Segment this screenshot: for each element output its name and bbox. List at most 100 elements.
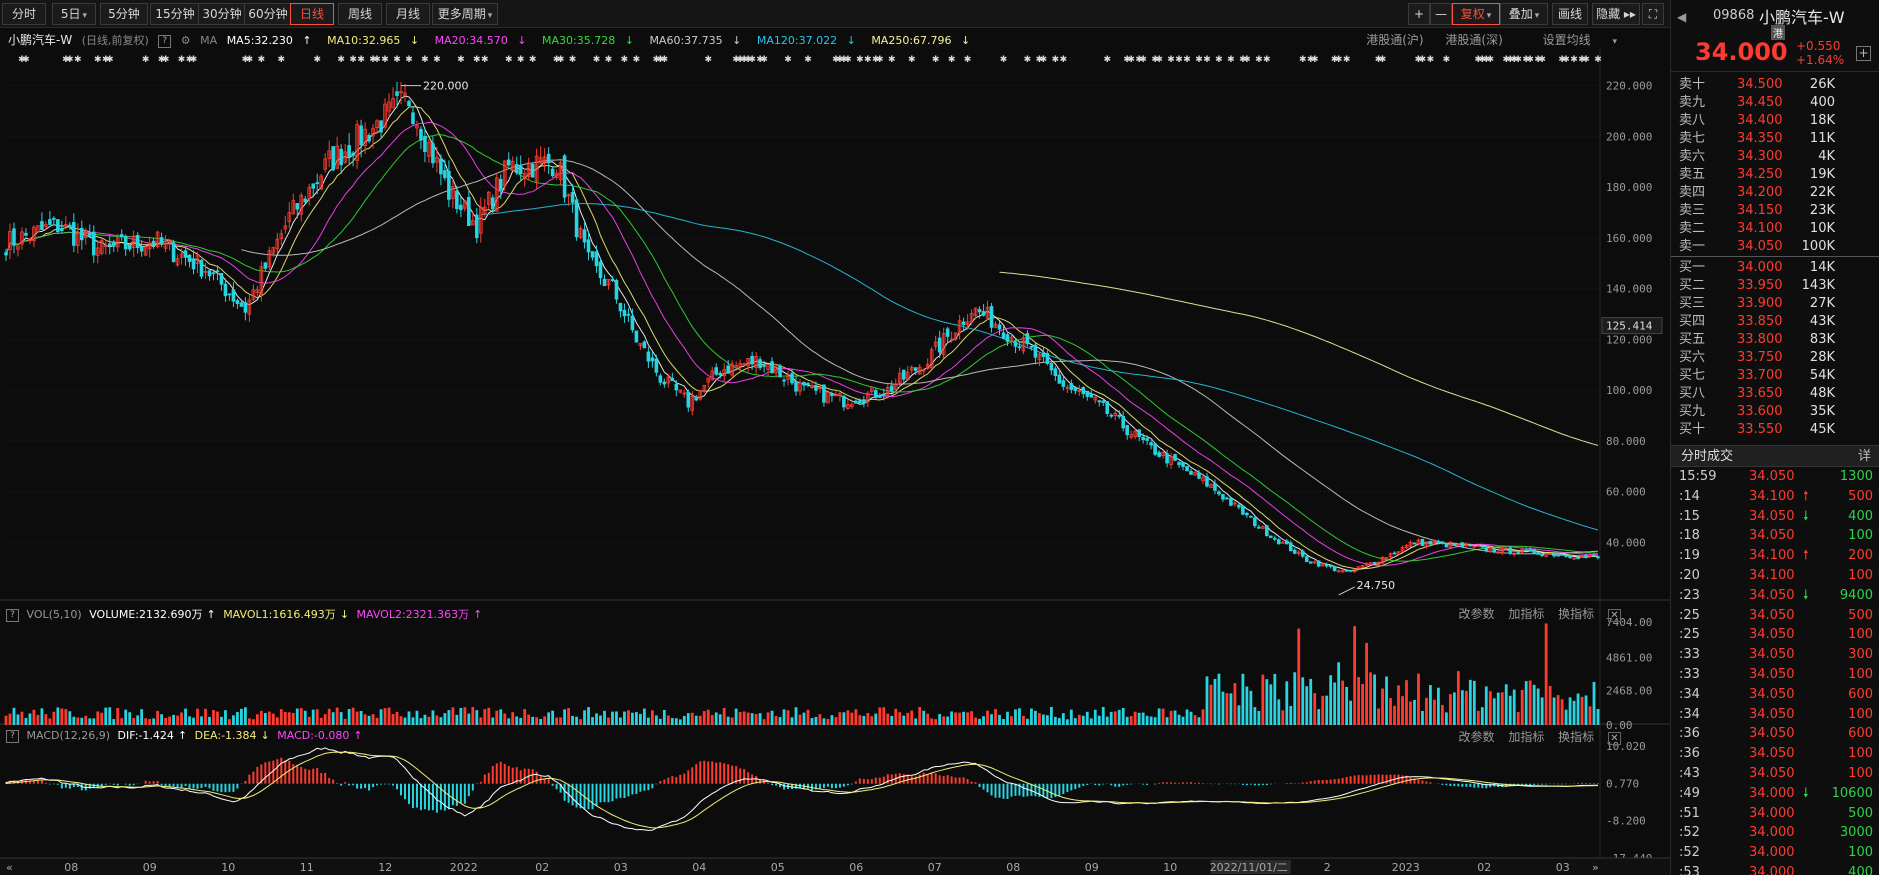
macd-add-indicator-button[interactable]: 加指标 bbox=[1508, 730, 1545, 744]
bid-row[interactable]: 买五 33.800 83K bbox=[1671, 331, 1879, 349]
ask-volume: 23K bbox=[1809, 203, 1835, 218]
volume-bar bbox=[1552, 697, 1556, 725]
trade-volume: 100 bbox=[1848, 666, 1873, 682]
event-marker: ✱ bbox=[258, 55, 266, 65]
zoom-out-button[interactable]: — bbox=[1430, 3, 1452, 25]
volume-bar bbox=[531, 716, 535, 725]
macd-switch-indicator-button[interactable]: 换指标 bbox=[1558, 730, 1595, 744]
hk-connect-sz-link[interactable]: 港股通(深) bbox=[1445, 33, 1503, 47]
macd-edit-params-button[interactable]: 改参数 bbox=[1458, 730, 1495, 744]
volume-bar bbox=[894, 708, 898, 725]
volume-bar bbox=[355, 711, 359, 725]
volume-bar bbox=[714, 712, 718, 725]
time-axis-label: 04 bbox=[692, 861, 706, 874]
bid-row[interactable]: 买三 33.900 27K bbox=[1671, 295, 1879, 313]
ask-row[interactable]: 卖五 34.250 19K bbox=[1671, 166, 1879, 184]
candle-body bbox=[1213, 483, 1217, 491]
volume-bar bbox=[575, 716, 578, 725]
candle-body bbox=[83, 230, 88, 238]
volume-bar bbox=[1233, 683, 1237, 725]
ask-row[interactable]: 卖一 34.050 100K bbox=[1671, 238, 1879, 256]
bid-row[interactable]: 买十 33.550 45K bbox=[1671, 421, 1879, 439]
ask-row[interactable]: 卖十 34.500 26K bbox=[1671, 76, 1879, 94]
vol-add-indicator-button[interactable]: 加指标 bbox=[1508, 607, 1545, 621]
candle-body bbox=[1277, 539, 1281, 545]
period-button-5min[interactable]: 5分钟 bbox=[100, 3, 148, 25]
vol-switch-indicator-button[interactable]: 换指标 bbox=[1558, 607, 1595, 621]
candle-body bbox=[1452, 543, 1457, 546]
adjust-rights-dropdown[interactable]: 复权 ▾ bbox=[1452, 3, 1500, 25]
bid-row[interactable]: 买九 33.600 35K bbox=[1671, 403, 1879, 421]
volume-bar bbox=[1057, 718, 1061, 725]
close-icon[interactable]: ✕ bbox=[1608, 732, 1621, 745]
candle-body bbox=[578, 228, 583, 238]
candle-body bbox=[782, 379, 786, 382]
ask-row[interactable]: 卖九 34.450 400 bbox=[1671, 94, 1879, 112]
volume-bar bbox=[1349, 700, 1353, 725]
ask-row[interactable]: 卖四 34.200 22K bbox=[1671, 184, 1879, 202]
zoom-in-button[interactable]: + bbox=[1408, 3, 1430, 25]
bid-row[interactable]: 买八 33.650 48K bbox=[1671, 385, 1879, 403]
help-icon[interactable]: ? bbox=[6, 729, 19, 743]
more-periods-dropdown[interactable]: 更多周期 ▾ bbox=[432, 3, 498, 25]
ask-row[interactable]: 卖八 34.400 18K bbox=[1671, 112, 1879, 130]
period-button-30min[interactable]: 30分钟 bbox=[198, 3, 246, 25]
ask-row[interactable]: 卖三 34.150 23K bbox=[1671, 202, 1879, 220]
volume-bar bbox=[60, 708, 64, 725]
bid-row[interactable]: 买六 33.750 28K bbox=[1671, 349, 1879, 367]
help-icon[interactable]: ? bbox=[158, 34, 172, 48]
candle-body bbox=[123, 236, 128, 250]
candle-body bbox=[283, 225, 288, 230]
event-marker: ✱ bbox=[844, 55, 852, 65]
event-marker: ✱ bbox=[1243, 55, 1251, 65]
candle-body bbox=[1548, 552, 1552, 555]
candle-body bbox=[1033, 344, 1038, 358]
time-axis-label: 07 bbox=[928, 861, 942, 874]
volume-bar bbox=[1305, 686, 1309, 725]
volume-bar bbox=[1169, 710, 1173, 725]
chevron-left-icon[interactable]: ◀ bbox=[1677, 10, 1687, 24]
trade-price: 34.050 bbox=[1749, 469, 1795, 484]
ask-volume: 10K bbox=[1809, 221, 1835, 236]
ask-row[interactable]: 卖七 34.350 11K bbox=[1671, 130, 1879, 148]
hide-panel-button[interactable]: 隐藏 ▸▸ bbox=[1592, 3, 1640, 25]
candle-body bbox=[1416, 539, 1421, 544]
volume-bar bbox=[982, 716, 985, 725]
volume-bar bbox=[1129, 716, 1133, 725]
help-icon[interactable]: ? bbox=[6, 608, 19, 622]
candle-body bbox=[670, 377, 675, 382]
period-button-60min[interactable]: 60分钟 bbox=[244, 3, 292, 25]
add-watchlist-icon[interactable]: + bbox=[1856, 46, 1871, 61]
ask-row[interactable]: 卖六 34.300 4K bbox=[1671, 148, 1879, 166]
candle-body bbox=[1440, 541, 1445, 544]
trades-detail-button[interactable]: 详 bbox=[1857, 449, 1871, 464]
period-button-intraday[interactable]: 分时 bbox=[2, 3, 46, 25]
candle-body bbox=[862, 399, 866, 404]
period-button-5day[interactable]: 5日 ▾ bbox=[52, 3, 96, 25]
period-button-weekly[interactable]: 周线 bbox=[338, 3, 382, 25]
settings-icon[interactable]: ⚙ bbox=[180, 34, 191, 47]
stock-chart[interactable]: ✱✱ ✱✱ ✱ ✱ ✱✱ ✱ ✱✱ ✱ ✱✱ ✱✱ ✱ ✱ ✱ ✱ ✱ ✱ ✱✱ ✱ ✱ ✱ ✱ ✱ ✱ ✱ ✱ ✱ ✱ ✱ ✱✱ ✱ ✱ ✱… bbox=[0, 28, 1670, 875]
event-marker: ✱ bbox=[1335, 55, 1343, 65]
vol-edit-params-button[interactable]: 改参数 bbox=[1458, 607, 1495, 621]
bid-row[interactable]: 买七 33.700 54K bbox=[1671, 367, 1879, 385]
overlay-dropdown[interactable]: 叠加 ▾ bbox=[1500, 3, 1548, 25]
bid-row[interactable]: 买一 34.000 14K bbox=[1671, 259, 1879, 277]
candle-body bbox=[4, 252, 8, 256]
close-icon[interactable]: ✕ bbox=[1608, 609, 1621, 622]
volume-bar bbox=[1289, 705, 1293, 725]
draw-line-button[interactable]: 画线 bbox=[1552, 3, 1588, 25]
period-button-monthly[interactable]: 月线 bbox=[386, 3, 430, 25]
bid-row[interactable]: 买四 33.850 43K bbox=[1671, 313, 1879, 331]
period-button-15min[interactable]: 15分钟 bbox=[150, 3, 200, 25]
period-button-daily[interactable]: 日线 bbox=[290, 3, 334, 25]
hk-connect-sh-link[interactable]: 港股通(沪) bbox=[1366, 33, 1424, 47]
ma-settings-dropdown[interactable]: 设置均线 ▾ bbox=[1525, 33, 1617, 47]
event-marker: ✱ bbox=[1263, 55, 1271, 65]
fullscreen-button[interactable]: ⛶ bbox=[1642, 3, 1664, 25]
volume-bar bbox=[706, 709, 710, 725]
ask-level-label: 卖六 bbox=[1679, 149, 1706, 164]
bid-row[interactable]: 买二 33.950 143K bbox=[1671, 277, 1879, 295]
candle-body bbox=[60, 228, 64, 232]
ask-row[interactable]: 卖二 34.100 10K bbox=[1671, 220, 1879, 238]
